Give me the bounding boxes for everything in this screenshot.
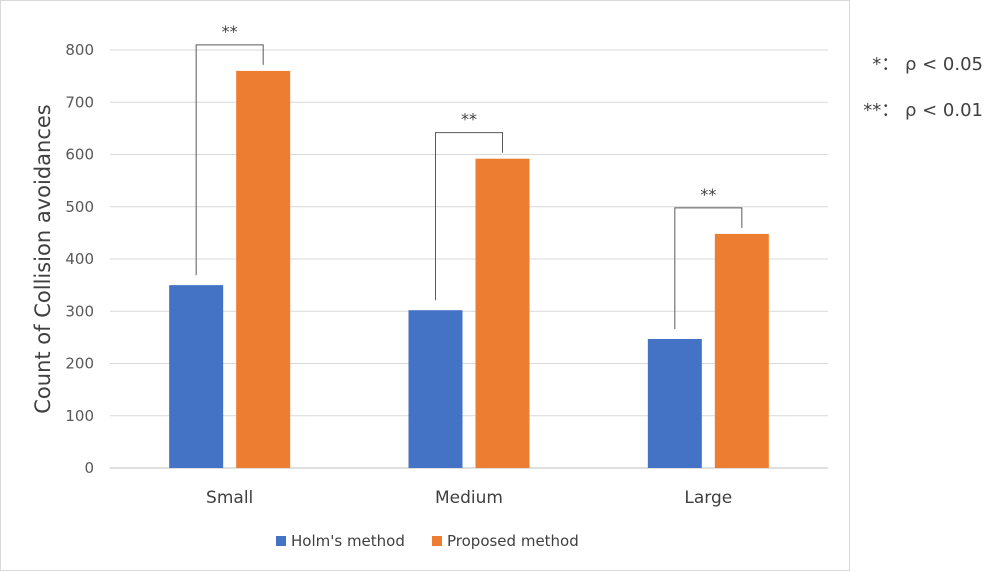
- x-axis-categories: Small Medium Large: [206, 488, 732, 508]
- y-tick-label: 600: [65, 146, 94, 164]
- significance-bracket: [195, 44, 264, 276]
- bar-proposed-large: [714, 233, 769, 468]
- y-tick-label: 0: [84, 459, 94, 477]
- legend-swatch: [432, 536, 442, 546]
- y-tick-label: 400: [65, 250, 94, 268]
- significance-bracket: [435, 132, 503, 301]
- y-tick-label: 200: [65, 355, 94, 373]
- significance-mark: **: [461, 110, 477, 129]
- bar-holm-large: [647, 338, 702, 468]
- significance-brackets: ** ** **: [195, 22, 743, 329]
- significance-notes: *： ρ < 0.05 **： ρ < 0.01: [863, 54, 983, 121]
- legend-label: Proposed method: [447, 532, 579, 550]
- x-category-label: Small: [206, 488, 253, 508]
- significance-mark: **: [700, 185, 716, 204]
- significance-bracket: [674, 207, 743, 329]
- gridlines: [110, 49, 828, 469]
- y-tick-label: 300: [65, 302, 94, 320]
- y-tick-label: 500: [65, 198, 94, 216]
- y-tick-label: 100: [65, 407, 94, 425]
- bar-holm-medium: [408, 310, 463, 468]
- legend-swatch: [276, 536, 286, 546]
- bar-proposed-medium: [475, 158, 530, 468]
- x-category-label: Large: [684, 488, 732, 508]
- chart-frame: [0, 0, 850, 571]
- significance-note: *： ρ < 0.05: [872, 54, 983, 75]
- x-category-label: Medium: [435, 488, 503, 508]
- y-tick-label: 700: [65, 93, 94, 111]
- bars: [169, 70, 769, 469]
- legend: Holm's method Proposed method: [276, 532, 579, 550]
- y-axis-ticks: 0 100 200 300 400 500 600 700 800: [65, 41, 94, 477]
- bar-proposed-small: [236, 70, 291, 469]
- legend-label: Holm's method: [291, 532, 405, 550]
- y-axis-label: Count of Collision avoidances: [31, 104, 55, 413]
- bar-holm-small: [169, 285, 224, 468]
- y-tick-label: 800: [65, 41, 94, 59]
- significance-note: **： ρ < 0.01: [863, 100, 983, 121]
- significance-mark: **: [222, 22, 238, 41]
